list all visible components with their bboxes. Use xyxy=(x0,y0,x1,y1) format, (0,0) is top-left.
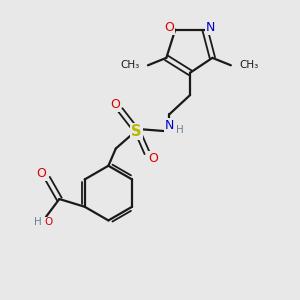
Text: O: O xyxy=(148,152,158,165)
Text: O: O xyxy=(36,167,46,180)
Text: O: O xyxy=(110,98,120,111)
Text: H: H xyxy=(176,125,184,135)
Text: N: N xyxy=(165,119,175,132)
Text: S: S xyxy=(131,124,142,139)
Text: H: H xyxy=(34,217,41,227)
Text: O: O xyxy=(44,217,52,227)
Text: CH₃: CH₃ xyxy=(120,60,140,70)
Text: N: N xyxy=(206,21,216,34)
Text: CH₃: CH₃ xyxy=(239,60,258,70)
Text: O: O xyxy=(164,21,174,34)
